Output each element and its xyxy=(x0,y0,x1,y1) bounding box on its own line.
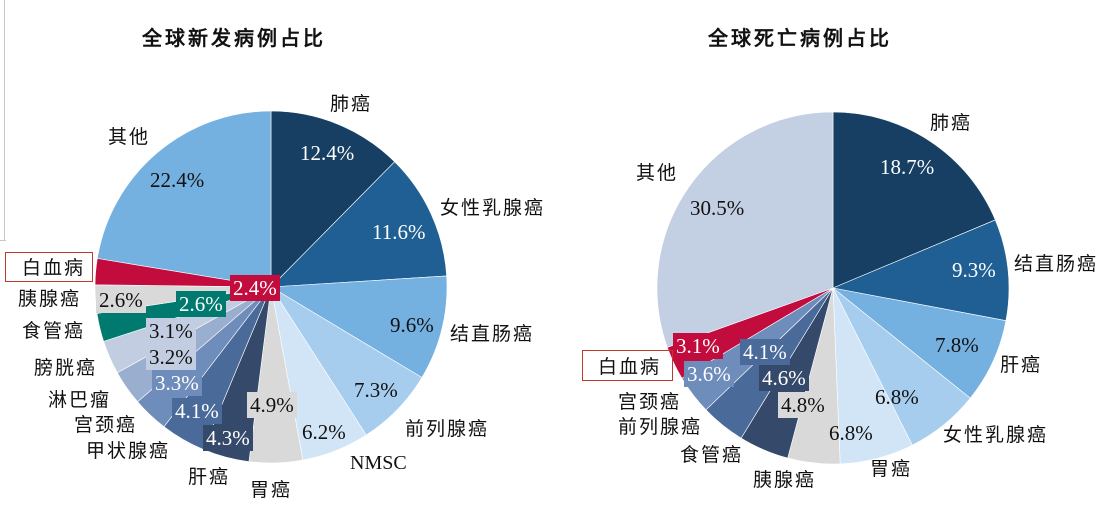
category-label: 肝癌 xyxy=(1000,354,1043,376)
highlight-box xyxy=(582,350,673,381)
pie-slice-10 xyxy=(656,111,834,348)
category-label: 胰腺癌 xyxy=(753,469,817,491)
category-label: 膀胱癌 xyxy=(34,357,98,379)
category-label: 白血病 xyxy=(598,356,662,378)
category-label: 甲状腺癌 xyxy=(86,440,171,462)
value-label: 6.8% xyxy=(829,421,873,445)
category-label: 其他 xyxy=(108,126,151,148)
category-label: 女性乳腺癌 xyxy=(440,197,546,219)
value-label: 2.4% xyxy=(230,275,280,301)
value-label: 4.1% xyxy=(172,398,222,424)
category-label: NMSC xyxy=(350,452,407,474)
category-label: 结直肠癌 xyxy=(450,323,535,345)
category-label: 肺癌 xyxy=(930,112,973,134)
category-label: 肝癌 xyxy=(188,466,231,488)
pie-slice-2 xyxy=(270,275,448,378)
pie-slice-1 xyxy=(270,161,447,288)
category-label: 宫颈癌 xyxy=(74,414,138,436)
pie-slice-0 xyxy=(832,111,996,289)
category-label: 肺癌 xyxy=(330,93,373,115)
value-label: 7.8% xyxy=(935,333,979,357)
pie-slice-0 xyxy=(270,110,396,288)
value-label: 7.3% xyxy=(354,378,398,402)
category-label: 食管癌 xyxy=(22,320,86,342)
category-label: 食管癌 xyxy=(680,444,744,466)
category-label: 淋巴瘤 xyxy=(48,389,112,411)
category-label: 结直肠癌 xyxy=(1014,253,1099,275)
value-label: 3.1% xyxy=(146,318,196,344)
category-label: 前列腺癌 xyxy=(618,416,703,438)
value-label: 3.6% xyxy=(684,361,734,387)
category-label: 胃癌 xyxy=(250,479,293,501)
value-label: 6.2% xyxy=(302,420,346,444)
value-label: 6.8% xyxy=(875,385,919,409)
category-label: 女性乳腺癌 xyxy=(943,424,1049,446)
value-label: 4.8% xyxy=(778,392,828,418)
category-label: 宫颈癌 xyxy=(618,391,682,413)
value-label: 18.7% xyxy=(880,155,935,179)
value-label: 3.1% xyxy=(673,333,723,359)
value-label: 3.3% xyxy=(152,370,202,396)
pie-slice-1 xyxy=(831,219,1010,322)
page-edge-tick xyxy=(0,240,6,241)
value-label: 3.2% xyxy=(146,344,196,370)
value-label: 9.6% xyxy=(390,313,434,337)
category-label: 白血病 xyxy=(22,257,86,279)
chart-title: 全球死亡病例占比 xyxy=(708,26,892,50)
value-label: 4.6% xyxy=(759,365,809,391)
category-label: 前列腺癌 xyxy=(405,418,490,440)
value-label: 30.5% xyxy=(690,196,745,220)
category-label: 胰腺癌 xyxy=(18,288,82,310)
value-label: 4.3% xyxy=(203,425,253,451)
value-label: 4.9% xyxy=(247,392,297,418)
chart-title: 全球新发病例占比 xyxy=(142,26,326,50)
highlight-box xyxy=(5,252,93,282)
value-label: 2.6% xyxy=(96,287,146,313)
value-label: 22.4% xyxy=(150,168,205,192)
value-label: 9.3% xyxy=(952,258,996,282)
category-label: 胃癌 xyxy=(870,458,913,480)
value-label: 11.6% xyxy=(372,220,426,244)
pie-slice-14 xyxy=(96,110,272,288)
value-label: 12.4% xyxy=(300,141,355,165)
category-label: 其他 xyxy=(636,162,679,184)
page-edge-line xyxy=(4,0,5,241)
value-label: 4.1% xyxy=(740,339,790,365)
value-label: 2.6% xyxy=(176,291,226,317)
